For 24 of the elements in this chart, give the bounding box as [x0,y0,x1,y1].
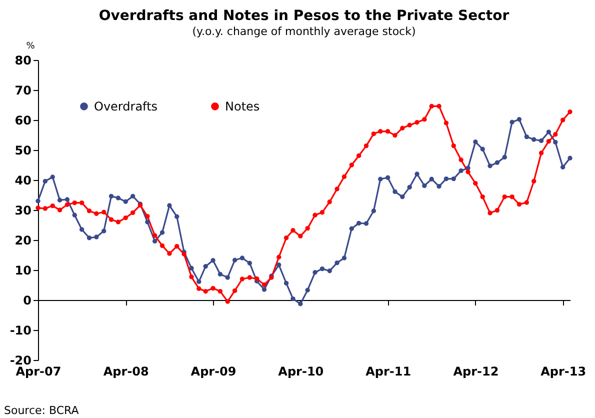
y-tick-label: 20 [14,234,32,248]
y-tick-label: 0 [23,294,32,308]
legend-label: Notes [225,99,260,114]
x-tick-label: Apr-09 [190,364,236,378]
x-tick-label: Apr-08 [103,364,149,378]
chart-title: Overdrafts and Notes in Pesos to the Private Sector [98,8,510,24]
y-tick-label: 50 [14,144,32,158]
source-note: Source: BCRA [4,404,80,417]
x-tick-label: Apr-07 [16,364,62,378]
y-tick-label: 70 [14,84,32,98]
legend-label: Overdrafts [94,99,158,114]
y-tick-label: 10 [14,264,32,278]
y-tick-label: 40 [14,174,32,188]
y-tick-label: 80 [14,54,32,68]
y-tick-label: 60 [14,114,32,128]
chart-subtitle: (y.o.y. change of monthly average stock) [192,25,416,38]
y-tick-label: -20 [10,354,32,368]
y-tick-label: 30 [14,204,32,218]
x-tick-label: Apr-12 [453,364,499,378]
x-tick-label: Apr-10 [278,364,324,378]
x-tick-label: Apr-11 [366,364,412,378]
y-tick-label: -10 [10,324,32,338]
x-tick-label: Apr-13 [540,364,586,378]
y-axis-title: % [26,42,36,52]
